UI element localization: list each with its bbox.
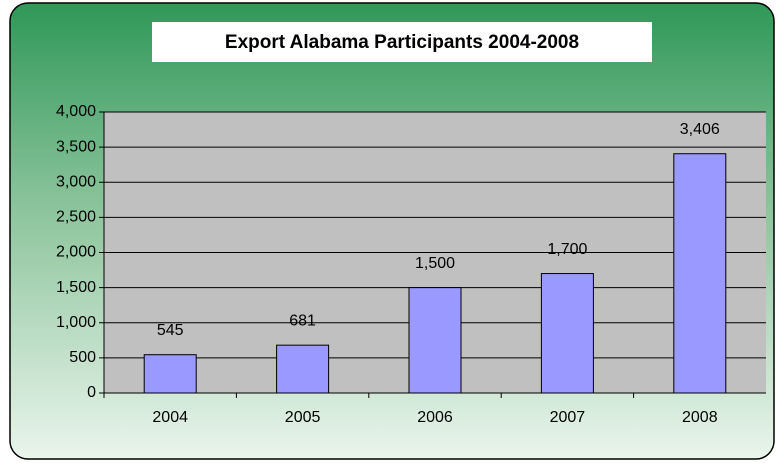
x-tick-label: 2004 [152, 409, 188, 426]
y-tick-label: 3,500 [56, 138, 96, 155]
y-tick-label: 1,500 [56, 279, 96, 296]
bar [540, 273, 594, 394]
bar [673, 153, 727, 394]
bar [143, 354, 197, 394]
y-tick-label: 0 [87, 384, 96, 401]
x-tick-label: 2005 [285, 409, 321, 426]
value-label: 681 [289, 312, 316, 329]
y-tick-label: 2,000 [56, 244, 96, 261]
x-tick-label: 2008 [682, 409, 718, 426]
x-tick-label: 2007 [550, 409, 586, 426]
y-tick-label: 1,000 [56, 314, 96, 331]
value-label: 3,406 [680, 121, 720, 138]
value-label: 1,500 [415, 255, 455, 272]
value-label: 545 [157, 322, 184, 339]
x-tick-label: 2006 [417, 409, 453, 426]
bar [408, 287, 462, 394]
y-tick-label: 3,000 [56, 173, 96, 190]
chart-title: Export Alabama Participants 2004-2008 [225, 32, 579, 53]
title-box [152, 22, 652, 62]
value-label: 1,700 [547, 241, 587, 258]
y-tick-label: 4,000 [56, 103, 96, 120]
y-tick-label: 2,500 [56, 209, 96, 226]
y-tick-label: 500 [69, 349, 96, 366]
bar [276, 344, 330, 394]
